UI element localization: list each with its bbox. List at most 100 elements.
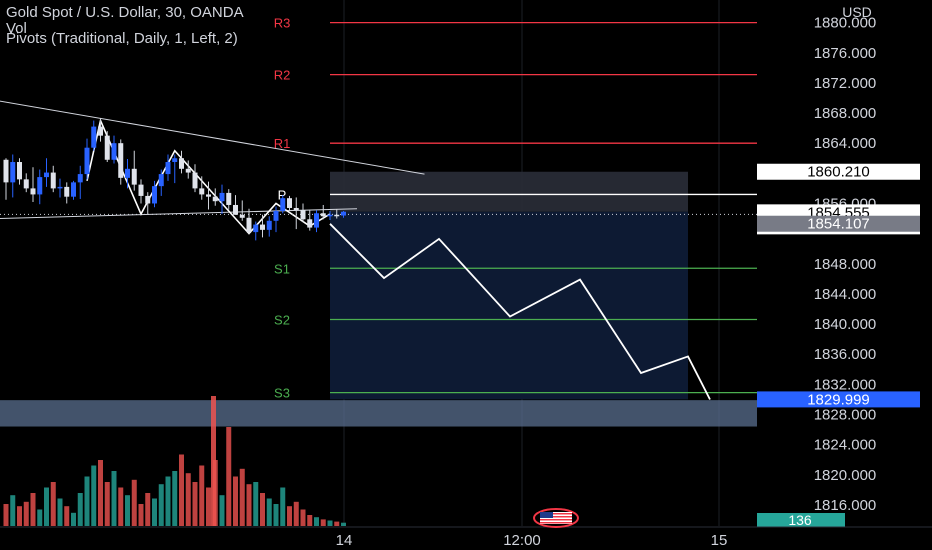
candle-body xyxy=(104,135,110,160)
volume-bar xyxy=(199,465,205,526)
candle-body xyxy=(192,172,198,189)
candle-body xyxy=(273,211,279,221)
volume-bar xyxy=(152,498,157,526)
pivot-label-r2: R2 xyxy=(274,68,291,83)
price-tick-label: 1836.000 xyxy=(814,346,877,363)
candle-body xyxy=(91,126,97,148)
pivot-label-s1: S1 xyxy=(274,261,290,276)
candle-body xyxy=(125,168,130,178)
candle-body xyxy=(246,217,252,233)
volume-bar xyxy=(91,465,97,526)
volume-bar xyxy=(158,484,164,526)
candle-body xyxy=(334,214,340,217)
volume-bar xyxy=(219,495,225,526)
candle-body xyxy=(185,168,191,173)
vol-indicator-label[interactable]: Vol xyxy=(6,20,27,37)
prev-close-label[interactable]: 1854.107 xyxy=(807,216,870,233)
pivot-label-s3: S3 xyxy=(274,386,290,401)
volume-bar xyxy=(327,520,333,526)
volume-bar xyxy=(341,522,346,526)
symbol-title[interactable]: Gold Spot / U.S. Dollar, 30, OANDA xyxy=(6,4,244,21)
volume-bar xyxy=(3,504,9,526)
volume-bar xyxy=(239,468,245,526)
target-top-label[interactable]: 1860.210 xyxy=(807,164,870,181)
price-tick-label: 1820.000 xyxy=(814,467,877,484)
volume-bar xyxy=(300,509,306,526)
volume-bar xyxy=(307,515,313,526)
candle-body xyxy=(23,179,29,189)
volume-bar xyxy=(37,509,43,526)
volume-bar xyxy=(211,396,216,526)
candle-body xyxy=(287,198,292,208)
flag-stripe xyxy=(540,519,572,521)
us-flag-icon xyxy=(533,508,579,528)
price-tick-label: 1880.000 xyxy=(814,15,877,32)
candle-body xyxy=(71,182,76,197)
candle-body xyxy=(320,213,326,217)
candle-body xyxy=(327,214,333,217)
volume-bar xyxy=(77,493,83,526)
price-tick-label: 1840.000 xyxy=(814,316,877,333)
price-tick-label: 1816.000 xyxy=(814,497,877,514)
flag-canton xyxy=(540,512,553,518)
volume-layer xyxy=(3,396,346,526)
volume-bar xyxy=(273,504,279,526)
candle-body xyxy=(158,174,164,187)
volume-bar xyxy=(253,482,259,526)
zones-layer xyxy=(0,171,757,427)
price-tick-label: 1872.000 xyxy=(814,75,877,92)
volume-tag-label[interactable]: 136 xyxy=(788,512,812,528)
volume-bar xyxy=(44,487,49,526)
candle-body xyxy=(226,192,232,205)
volume-bar xyxy=(17,506,22,526)
volume-bar xyxy=(280,487,286,526)
candle-body xyxy=(3,159,9,183)
event-marker-ring xyxy=(533,508,579,528)
support-band xyxy=(0,400,757,427)
candle-body xyxy=(152,186,157,204)
candle-body xyxy=(239,214,245,218)
price-tick-label: 1868.000 xyxy=(814,105,877,122)
candle-body xyxy=(280,198,286,212)
price-tick-label: 1828.000 xyxy=(814,406,877,423)
pivots-layer: R3 R2 R1 P S1 S2 S3 xyxy=(274,16,757,401)
candle-body xyxy=(30,188,36,195)
time-tick-label[interactable]: 14 xyxy=(336,532,353,549)
candle-body xyxy=(260,224,265,230)
price-axis[interactable]: 1880.000 1876.000 1872.000 1868.000 1864.000… xyxy=(757,15,920,528)
candle-body xyxy=(131,168,137,185)
target-low-label[interactable]: 1829.999 xyxy=(807,391,870,408)
candle-body xyxy=(219,192,225,202)
volume-bar xyxy=(287,506,292,526)
candle-body xyxy=(10,162,16,183)
volume-bar xyxy=(23,501,29,526)
candle-body xyxy=(84,147,90,175)
candle-body xyxy=(37,177,43,195)
currency-label: USD xyxy=(842,4,872,20)
pivots-indicator-label[interactable]: Pivots (Traditional, Daily, 1, Left, 2) xyxy=(6,30,238,47)
candle-body xyxy=(17,162,22,180)
volume-bar xyxy=(192,482,198,526)
volume-bar xyxy=(71,512,76,526)
time-tick-label[interactable]: 15 xyxy=(711,532,728,549)
volume-bar xyxy=(104,482,110,526)
candle-body xyxy=(165,162,171,175)
candle-body xyxy=(44,172,49,178)
volume-bar xyxy=(233,476,238,526)
volume-bar xyxy=(50,482,56,526)
candle-body xyxy=(50,172,56,189)
volume-bar xyxy=(266,498,272,526)
price-tick-label: 1824.000 xyxy=(814,437,877,454)
flag-stripe xyxy=(540,513,572,515)
trendline-upper xyxy=(0,100,425,175)
candle-body xyxy=(145,195,151,204)
candle-body xyxy=(138,184,144,196)
volume-bar xyxy=(185,473,191,526)
time-axis[interactable]: 14 12:00 15 xyxy=(0,508,932,549)
time-tick-label[interactable]: 12:00 xyxy=(503,532,541,549)
volume-bar xyxy=(334,521,340,526)
candles-layer xyxy=(3,118,346,241)
pivot-label-r1: R1 xyxy=(274,136,291,151)
price-tick-label: 1864.000 xyxy=(814,135,877,152)
